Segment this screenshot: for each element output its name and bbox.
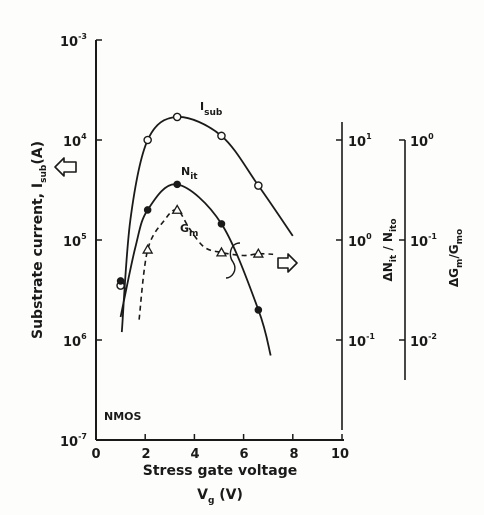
right1-tick-label: 101 xyxy=(348,132,372,150)
series-line-2 xyxy=(119,183,272,356)
data-point-filled-circle xyxy=(254,306,263,314)
data-point-open-circle xyxy=(172,112,182,122)
y-right1-title: ΔNit / Nito xyxy=(381,218,399,281)
data-point-filled-circle xyxy=(143,206,152,214)
right1-tick-label: 100 xyxy=(348,232,372,250)
series-line-1 xyxy=(120,116,294,333)
data-point-open-circle xyxy=(254,181,263,190)
series-label-nit: Nit xyxy=(181,165,198,182)
x-axis-title: Stress gate voltage xyxy=(143,463,297,479)
data-curves xyxy=(119,116,294,356)
right2-tick-labels: 100 10-1 10-2 xyxy=(410,132,437,350)
left-tick-label: 10-7 xyxy=(60,432,87,450)
series-label-isub: Isub xyxy=(200,100,223,118)
data-point-open-triangle xyxy=(252,247,264,258)
y-right2-title: ΔGm/Gmo xyxy=(447,229,465,287)
right-arrow-icon xyxy=(277,253,298,273)
left-arrow-icon xyxy=(54,157,77,177)
right1-tick-labels: 101 100 10-1 xyxy=(348,132,375,350)
data-point-open-triangle xyxy=(215,246,228,257)
x-tick-label: 8 xyxy=(289,447,298,462)
left-tick-label: 105 xyxy=(63,232,87,250)
x-tick-label: 2 xyxy=(141,447,150,462)
x-tick-label: 0 xyxy=(91,447,100,462)
data-point-filled-circle xyxy=(173,180,181,189)
right1-tick-label: 10-1 xyxy=(348,332,375,350)
x-axis-variable: Vg (V) xyxy=(197,487,243,506)
left-tick-label: 104 xyxy=(63,132,87,150)
tick-marks xyxy=(95,39,405,441)
data-point-open-circle xyxy=(217,131,226,141)
data-markers xyxy=(116,112,264,314)
pointer-hook-icon xyxy=(225,242,241,279)
data-point-open-triangle xyxy=(171,204,183,214)
data-point-open-triangle xyxy=(142,243,154,254)
data-point-filled-circle xyxy=(217,220,226,228)
x-tick-label: 6 xyxy=(239,447,248,462)
left-tick-labels: 10-3 104 105 106 10-7 xyxy=(60,32,87,450)
x-tick-labels: 0 2 4 6 8 10 xyxy=(91,447,349,462)
x-tick-label: 10 xyxy=(331,447,349,462)
right2-tick-label: 100 xyxy=(410,132,434,150)
nmos-annotation: NMOS xyxy=(104,410,142,423)
data-point-open-circle xyxy=(143,135,152,145)
x-tick-label: 4 xyxy=(190,447,199,462)
left-tick-label: 10-3 xyxy=(60,32,87,50)
y-left-title: Substrate current, Isub(A) xyxy=(30,141,49,339)
right2-tick-label: 10-1 xyxy=(410,232,437,250)
right2-tick-label: 10-2 xyxy=(410,332,437,350)
series-label-gm: Gm xyxy=(180,222,198,239)
series-line-3 xyxy=(138,208,274,320)
left-tick-label: 106 xyxy=(63,332,87,350)
data-point-filled-circle xyxy=(116,277,125,285)
